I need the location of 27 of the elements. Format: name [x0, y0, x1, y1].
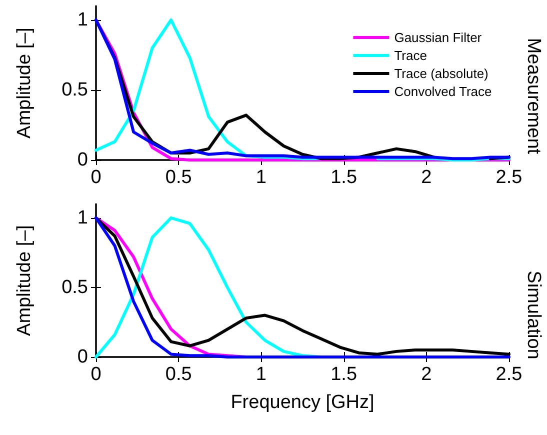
x-tick-label: 1 [256, 167, 266, 188]
x-axis-title: Frequency [GHz] [230, 392, 374, 413]
x-tick-label: 0 [90, 364, 102, 385]
x-tick-label: 2 [421, 167, 432, 188]
legend-label: Trace (absolute) [394, 66, 488, 81]
x-tick-label: 0 [90, 167, 102, 188]
y-tick-label: 0.5 [62, 80, 88, 100]
y-tick-label: 0 [77, 346, 88, 368]
legend-label: Gaussian Filter [394, 30, 482, 45]
y-axis-title: Amplitude [–] [14, 225, 35, 336]
legend-label: Convolved Trace [394, 84, 492, 99]
x-tick-label: 2.5 [496, 364, 522, 385]
x-tick-label: 1 [256, 364, 266, 385]
x-tick-label: 0.5 [165, 364, 192, 385]
x-tick-label: 0.5 [165, 167, 192, 188]
y-tick-label: 1 [77, 10, 88, 30]
x-tick-label: 2 [421, 364, 432, 385]
y-axis-title: Amplitude [–] [14, 28, 35, 138]
y-tick-label: 1 [77, 207, 88, 228]
legend-label: Trace [394, 48, 427, 63]
x-tick-label: 1.5 [330, 167, 358, 188]
x-tick-label: 1.5 [330, 364, 358, 385]
y-tick-label: 0 [77, 150, 88, 170]
text: Measurement [523, 38, 544, 155]
y-tick-label: 0.5 [62, 276, 88, 298]
x-tick-label: 2.5 [496, 167, 522, 188]
text: Simulation [523, 270, 544, 360]
